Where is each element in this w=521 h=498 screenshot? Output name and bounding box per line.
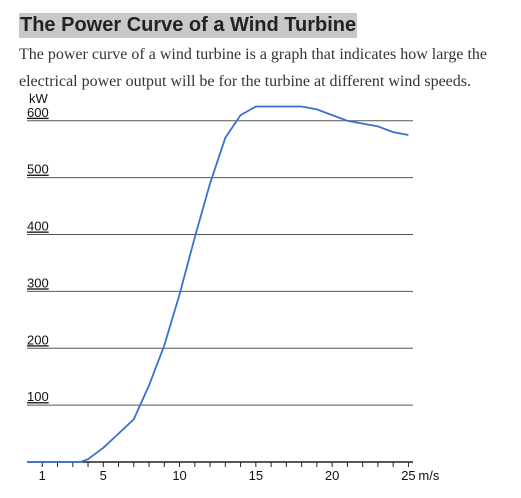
x-tick-label: 1 (39, 468, 46, 483)
y-tick-label: 300 (27, 275, 49, 290)
y-tick-label: 100 (27, 389, 49, 404)
x-tick-label: 20 (325, 468, 339, 483)
x-tick-label: 15 (249, 468, 263, 483)
x-tick-label: 25 (401, 468, 415, 483)
grid-layer (27, 120, 413, 406)
x-tick-label: 10 (172, 468, 186, 483)
y-axis-unit-label: kW (29, 91, 49, 106)
power-curve-line (27, 105, 409, 463)
page-title: The Power Curve of a Wind Turbine (19, 13, 358, 38)
y-tick-label: 200 (27, 332, 49, 347)
x-tick-label: 5 (100, 468, 107, 483)
y-tick-label: 400 (27, 219, 49, 234)
intro-paragraph: The power curve of a wind turbine is a g… (19, 46, 487, 90)
axis-layer (27, 461, 413, 467)
x-axis-unit-label: m/s (418, 468, 439, 483)
y-tick-label: 500 (27, 162, 49, 177)
series-layer (27, 105, 409, 463)
y-tick-label: 600 (27, 105, 49, 120)
